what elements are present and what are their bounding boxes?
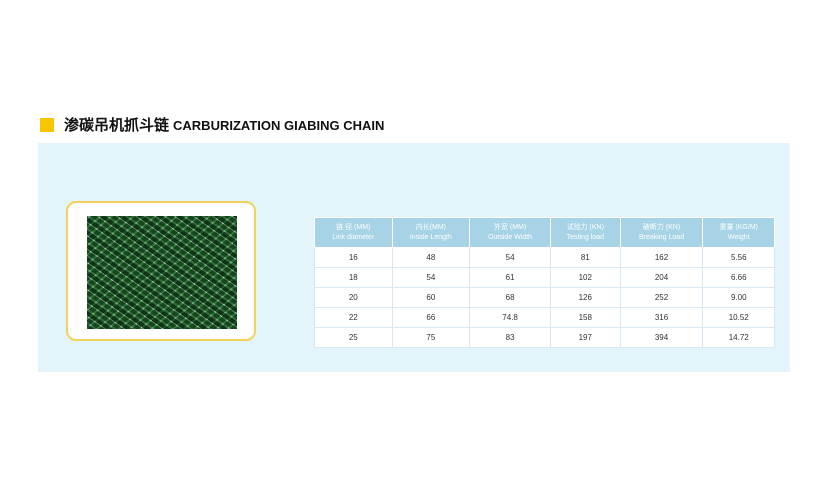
header-en: Inside Length (409, 233, 452, 241)
table-cell: 14.72 (702, 327, 775, 348)
header-en: Testing load (566, 233, 604, 241)
header-en: Breaking Load (638, 233, 685, 241)
product-photo-frame (66, 201, 256, 341)
table-cell: 83 (469, 327, 552, 348)
column-header: 链 径 (MM) Link diameter (314, 217, 393, 248)
title-en: CARBURIZATION GIABING CHAIN (173, 118, 385, 133)
spec-table: 链 径 (MM) Link diameter 内长(MM) Inside Length… (314, 217, 775, 348)
column-header: 试验力 (KN) Testing load (550, 217, 621, 248)
header-cn: 外宽 (MM) (493, 223, 527, 231)
table-row: 16 48 54 81 162 5.56 (314, 247, 775, 268)
title-cn: 渗碳吊机抓斗链 (64, 117, 170, 134)
table-cell: 158 (550, 307, 621, 328)
header-en: Link diameter (332, 233, 375, 241)
bullet-square-icon (40, 117, 54, 132)
table-cell: 316 (619, 307, 704, 328)
table-cell: 6.66 (702, 267, 775, 288)
table-row: 25 75 83 197 394 14.72 (314, 327, 775, 348)
column-header: 内长(MM) Inside Length (391, 217, 471, 248)
header-cn: 试验力 (KN) (566, 223, 604, 231)
table-cell: 102 (550, 267, 621, 288)
section-title: 渗碳吊机抓斗链 CARBURIZATION GIABING CHAIN (40, 114, 384, 135)
table-cell: 18 (314, 267, 393, 288)
header-cn: 内长(MM) (415, 223, 447, 231)
header-cn: 链 径 (MM) (336, 223, 371, 231)
table-cell: 54 (391, 267, 471, 288)
table-cell: 162 (619, 247, 704, 268)
column-header: 外宽 (MM) Outside Width (469, 217, 552, 248)
table-cell: 9.00 (702, 287, 775, 308)
table-cell: 20 (314, 287, 393, 308)
table-cell: 204 (619, 267, 704, 288)
table-cell: 54 (469, 247, 552, 268)
column-header: 破断力 (KN) Breaking Load (619, 217, 704, 248)
table-row: 18 54 61 102 204 6.66 (314, 267, 775, 288)
table-cell: 394 (619, 327, 704, 348)
table-cell: 61 (469, 267, 552, 288)
table-cell: 22 (314, 307, 393, 328)
header-cn: 重量 (KG/M) (719, 223, 758, 231)
table-cell: 75 (391, 327, 471, 348)
header-cn: 破断力 (KN) (642, 223, 681, 231)
table-cell: 25 (314, 327, 393, 348)
table-cell: 48 (391, 247, 471, 268)
table-cell: 10.52 (702, 307, 775, 328)
table-cell: 16 (314, 247, 393, 268)
table-cell: 74.8 (469, 307, 552, 328)
header-en: Outside Width (488, 233, 533, 241)
chain-image (87, 216, 237, 329)
table-cell: 252 (619, 287, 704, 308)
table-cell: 66 (391, 307, 471, 328)
table-cell: 60 (391, 287, 471, 308)
table-row: 22 66 74.8 158 316 10.52 (314, 307, 775, 328)
table-cell: 197 (550, 327, 621, 348)
header-en: Weight (727, 233, 750, 241)
table-cell: 81 (550, 247, 621, 268)
table-cell: 5.56 (702, 247, 775, 268)
column-header: 重量 (KG/M) Weight (702, 217, 775, 248)
table-cell: 68 (469, 287, 552, 308)
table-cell: 126 (550, 287, 621, 308)
table-row: 20 60 68 126 252 9.00 (314, 287, 775, 308)
